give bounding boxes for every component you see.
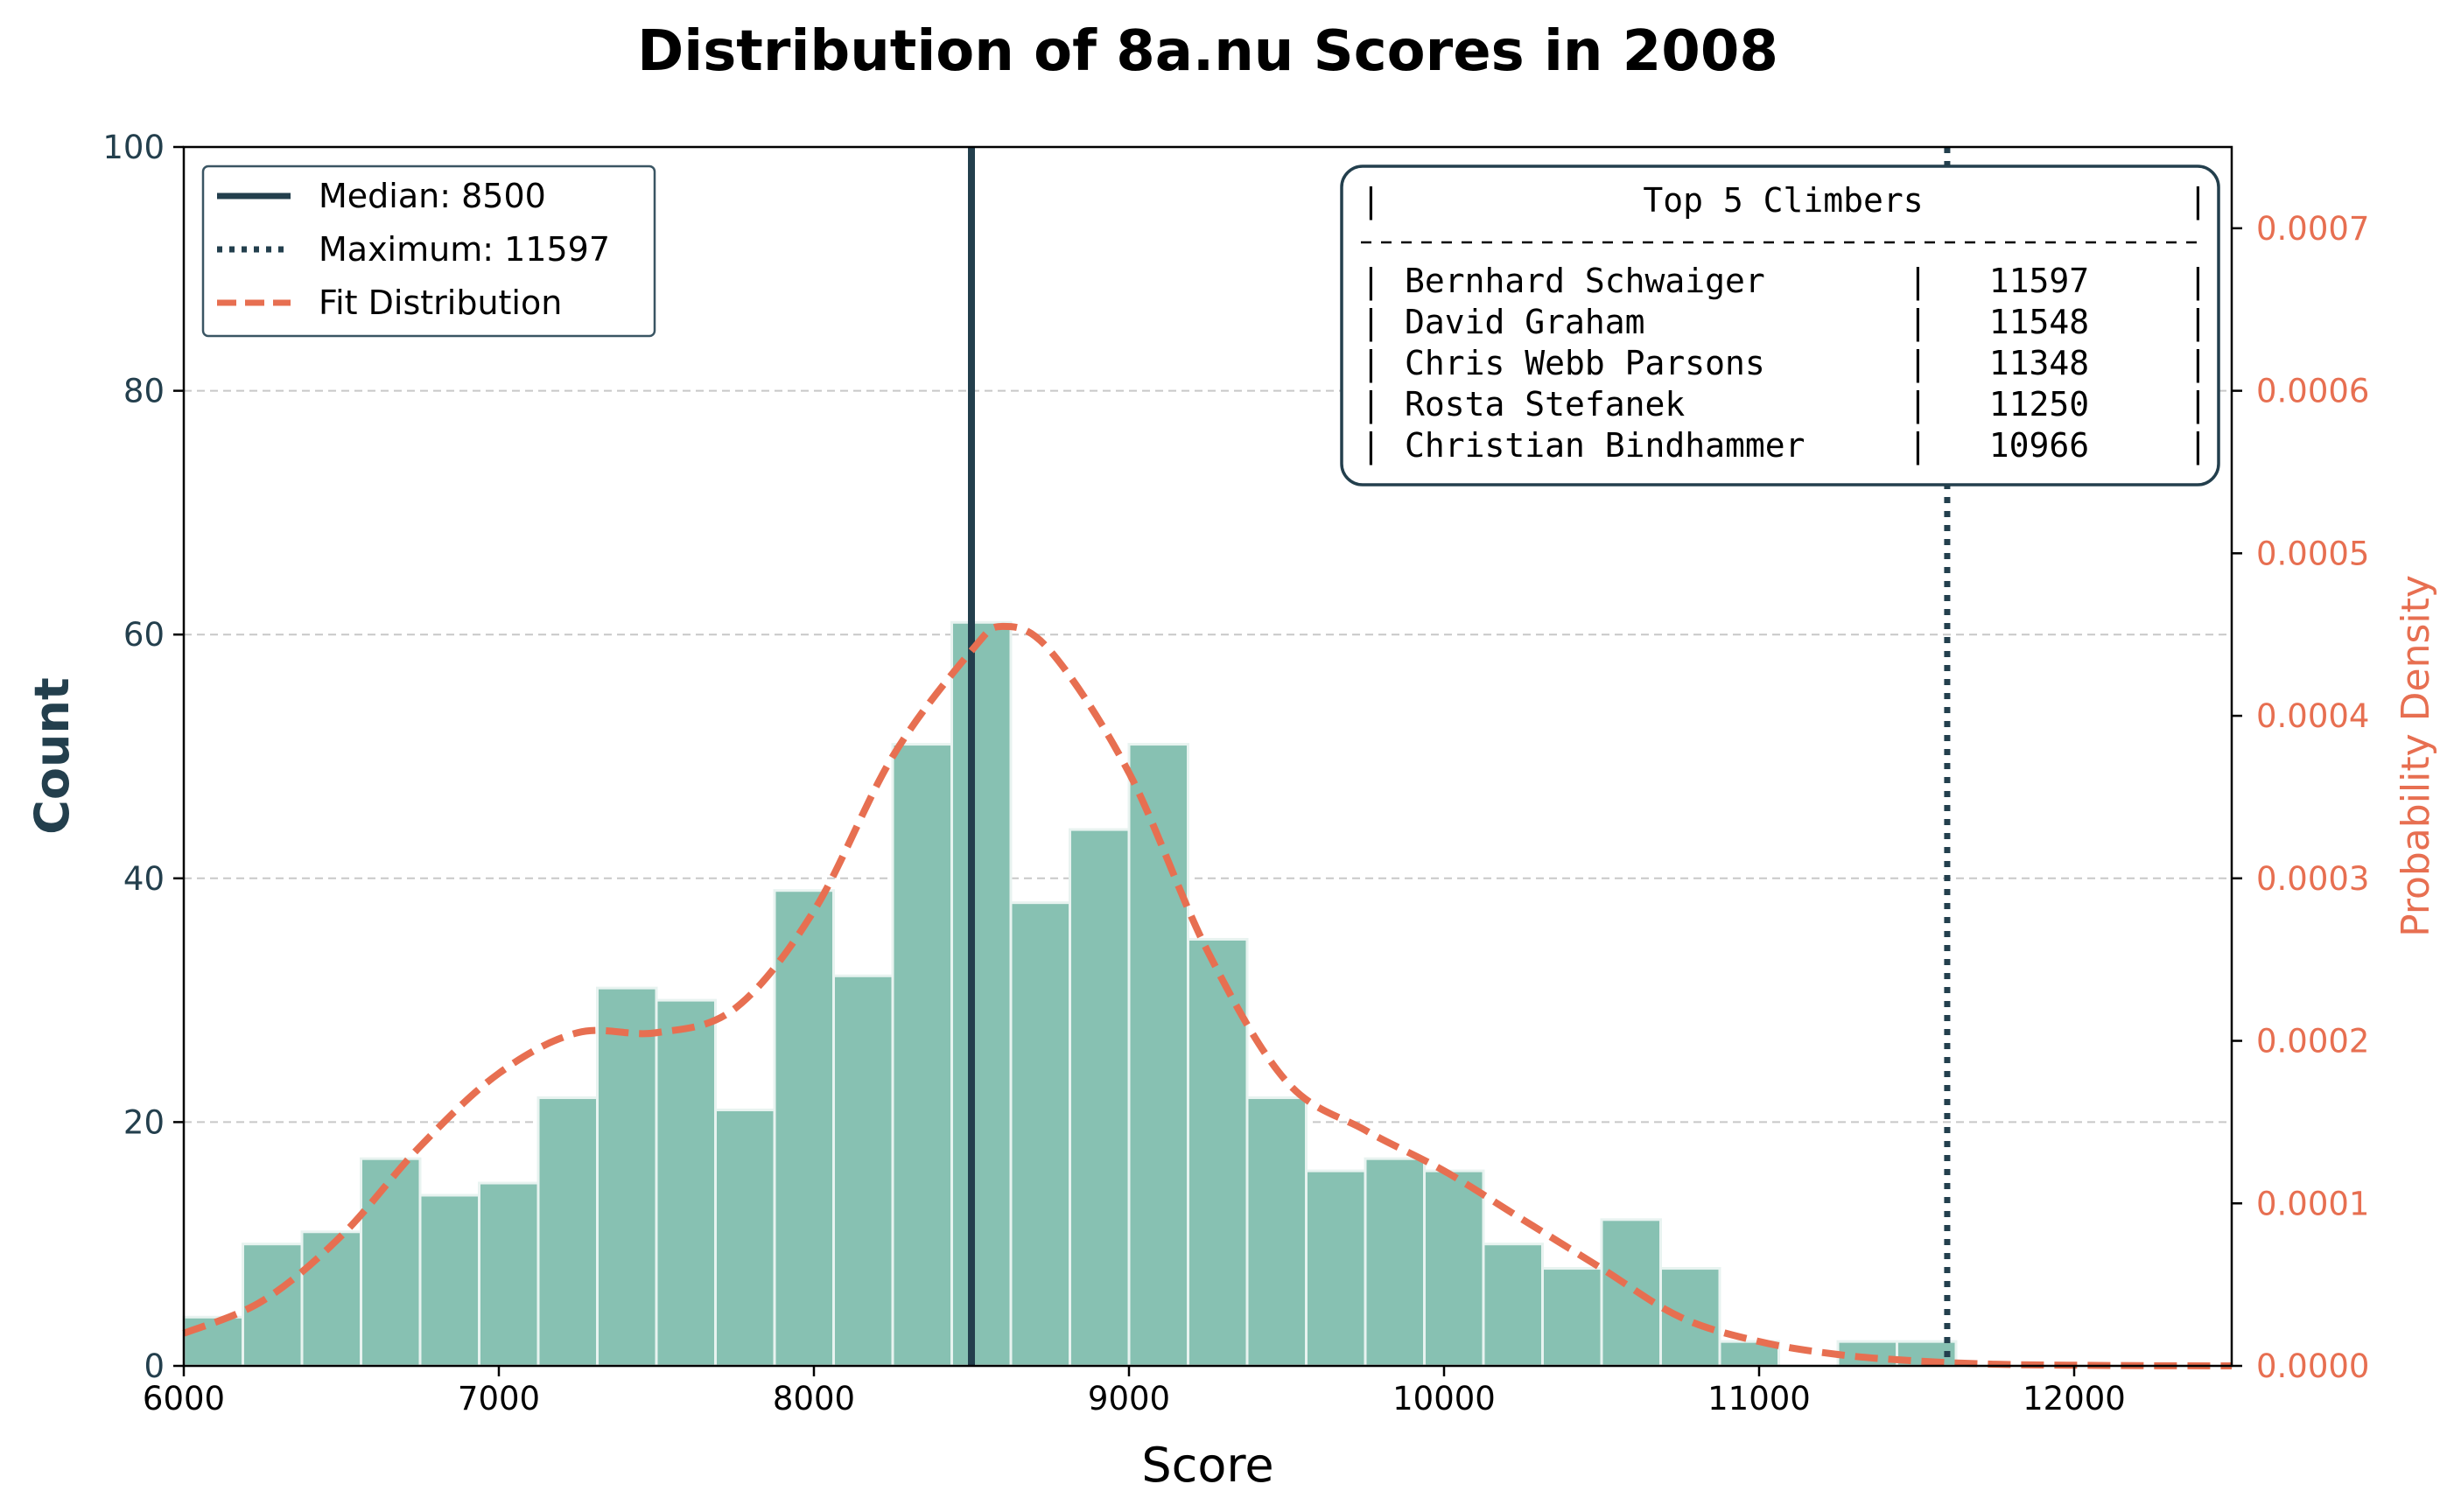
histogram-bar — [1127, 743, 1189, 1368]
histogram-bar — [1541, 1267, 1603, 1368]
x-axis-ticks: 6000 7000 8000 9000 10000 11000 12000 — [143, 1366, 2126, 1418]
table-border-char: | — [1361, 181, 1381, 220]
histogram-bar — [1245, 1096, 1308, 1368]
table-border-char: | — [1908, 303, 1928, 342]
table-border-char: | — [2188, 385, 2208, 424]
table-border-char: | — [1908, 426, 1928, 466]
histogram-bar — [536, 1096, 599, 1368]
table-border-char: | — [1908, 344, 1928, 383]
fit-distribution-curve — [182, 622, 2233, 1369]
histogram-bars — [182, 620, 1958, 1368]
histogram-bar — [1600, 1218, 1662, 1368]
y-axis-ticks: 0 20 40 60 80 100 — [102, 129, 184, 1385]
histogram-bar — [832, 974, 894, 1368]
climber-score: 10966 — [1989, 426, 2089, 465]
histogram-bar — [1187, 937, 1249, 1368]
y2-tick-label: 0.0003 — [2256, 860, 2369, 898]
histogram-bar — [1836, 1340, 1898, 1368]
x-tick-label: 6000 — [143, 1380, 225, 1418]
chart-title: Distribution of 8a.nu Scores in 2008 — [637, 19, 1778, 84]
table-border-char: | — [1361, 303, 1381, 342]
legend-label: Median: 8500 — [319, 177, 546, 215]
y2-tick-label: 0.0006 — [2256, 373, 2369, 410]
y2-tick-label: 0.0002 — [2256, 1023, 2369, 1060]
table-border-char: | — [1908, 262, 1928, 301]
table-border-char: | — [1908, 385, 1928, 424]
histogram-bar — [1482, 1242, 1544, 1368]
x-tick-label: 11000 — [1707, 1380, 1811, 1418]
climber-name: Christian Bindhammer — [1405, 426, 1805, 465]
climber-name: Chris Webb Parsons — [1405, 344, 1765, 382]
histogram-bar — [1009, 901, 1071, 1368]
histogram-bar — [360, 1157, 422, 1368]
histogram-bar — [478, 1181, 540, 1368]
table-border-char: | — [2188, 426, 2208, 466]
legend-label: Maximum: 11597 — [319, 230, 610, 269]
y-tick-label: 20 — [123, 1103, 165, 1141]
y-tick-label: 40 — [123, 860, 165, 898]
y2-tick-label: 0.0000 — [2256, 1348, 2369, 1385]
legend-label: Fit Distribution — [319, 284, 562, 322]
table-border-char: | — [1361, 426, 1381, 466]
y-tick-label: 80 — [123, 373, 165, 410]
table-border-char: | — [1361, 344, 1381, 383]
x-tick-label: 10000 — [1392, 1380, 1496, 1418]
table-border-char: | — [1361, 385, 1381, 424]
histogram-bar — [1423, 1169, 1485, 1368]
x-tick-label: 8000 — [773, 1380, 855, 1418]
table-border-char: | — [2188, 262, 2208, 301]
table-title: Top 5 Climbers — [1643, 181, 1923, 220]
table-border-char: | — [2188, 181, 2208, 220]
y-tick-label: 0 — [144, 1348, 165, 1385]
y2-tick-label: 0.0007 — [2256, 210, 2369, 248]
climber-score: 11597 — [1989, 262, 2089, 300]
climber-score: 11250 — [1989, 385, 2089, 424]
histogram-bar — [1364, 1157, 1426, 1368]
histogram-bar — [182, 1315, 244, 1368]
x-tick-label: 9000 — [1088, 1380, 1170, 1418]
histogram-bar — [1305, 1169, 1367, 1368]
top-climbers-table: | |Top 5 Climbers| Bernhard Schwaiger | 1159… — [1340, 164, 2220, 486]
x-tick-label: 7000 — [458, 1380, 540, 1418]
x-tick-label: 12000 — [2023, 1380, 2126, 1418]
legend: Median: 8500 Maximum: 11597 Fit Distributi… — [201, 164, 656, 338]
y2-tick-label: 0.0005 — [2256, 535, 2369, 572]
x-axis-label: Score — [1141, 1438, 1273, 1493]
histogram-bar — [891, 743, 953, 1368]
histogram-bar — [596, 986, 658, 1368]
histogram-bar — [714, 1108, 776, 1368]
histogram-bar — [655, 998, 717, 1368]
legend-box — [201, 164, 656, 338]
secondary-y-axis-ticks: 0.0000 0.0001 0.0002 0.0003 0.0004 0.0005 0.00… — [2232, 210, 2369, 1385]
histogram-bar — [1659, 1267, 1721, 1368]
top-climbers-box — [1340, 164, 2220, 486]
histogram-bar — [418, 1194, 480, 1368]
climber-score: 11548 — [1989, 303, 2089, 341]
table-border-char: | — [1361, 262, 1381, 301]
climber-name: Rosta Stefanek — [1405, 385, 1685, 424]
y-axis-label: Count — [25, 677, 80, 834]
table-border-char: | — [2188, 303, 2208, 342]
y2-tick-label: 0.0004 — [2256, 697, 2369, 735]
climber-name: Bernhard Schwaiger — [1405, 262, 1765, 300]
y2-tick-label: 0.0001 — [2256, 1185, 2369, 1222]
climber-name: David Graham — [1405, 303, 1645, 341]
y-tick-label: 100 — [102, 129, 165, 166]
fit-curve-path — [182, 622, 2233, 1369]
climber-score: 11348 — [1989, 344, 2089, 382]
histogram-bar — [950, 620, 1013, 1368]
secondary-y-axis-label: Probability Density — [2394, 575, 2438, 937]
histogram-bar — [1069, 828, 1131, 1368]
table-border-char: | — [2188, 344, 2208, 383]
histogram-bar — [300, 1230, 362, 1368]
plot-frame — [182, 145, 2233, 1368]
y-tick-label: 60 — [123, 616, 165, 654]
